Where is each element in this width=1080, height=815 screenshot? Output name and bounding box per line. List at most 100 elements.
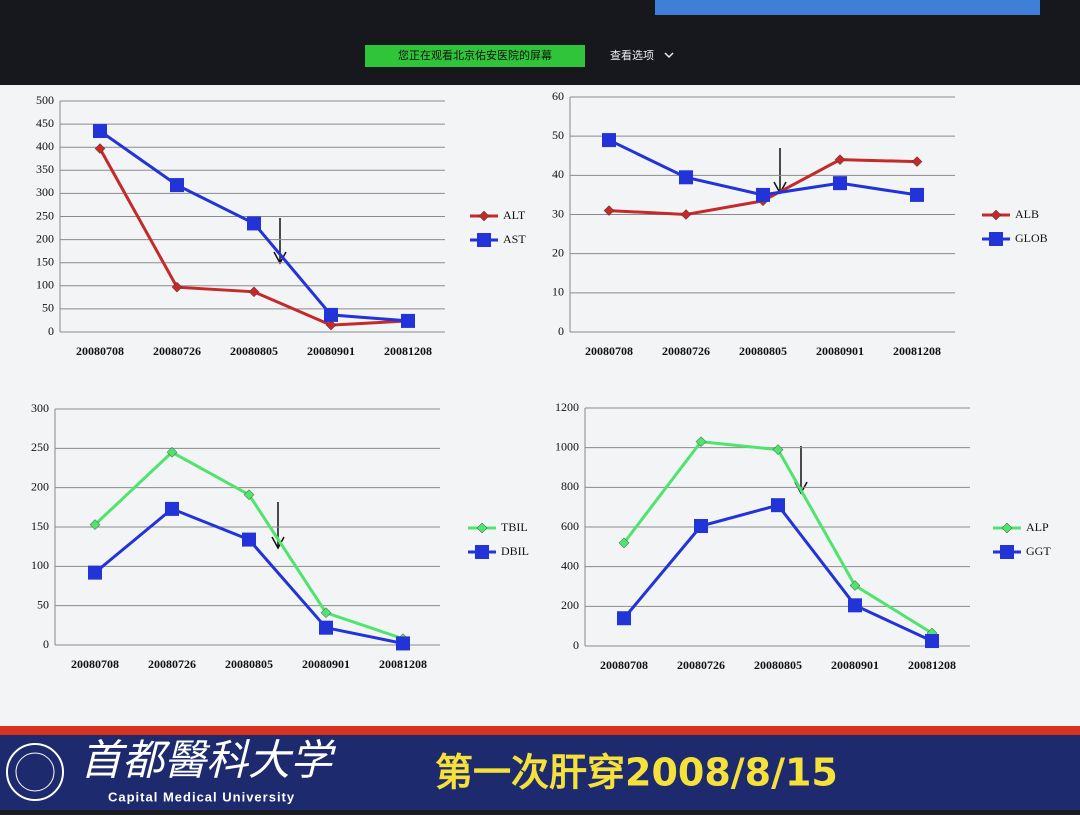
y-tick-label: 250 [36, 208, 54, 222]
y-tick-label: 500 [36, 93, 54, 107]
legend-marker [989, 232, 1003, 246]
y-tick-label: 200 [31, 479, 49, 493]
data-point [242, 532, 256, 547]
y-tick-label: 0 [48, 324, 54, 338]
logo-inner [15, 752, 55, 792]
data-point [756, 187, 770, 202]
view-options[interactable]: 查看选项 [610, 48, 654, 62]
y-tick-label: 300 [36, 185, 54, 199]
x-tick-label: 20080726 [148, 657, 196, 671]
x-tick-label: 20080708 [600, 658, 648, 672]
data-point [925, 634, 939, 649]
data-point [680, 209, 692, 220]
data-point [401, 313, 415, 328]
legend-marker [476, 522, 488, 534]
data-point [93, 124, 107, 139]
y-tick-label: 60 [552, 89, 564, 103]
y-tick-label: 50 [37, 597, 49, 611]
x-tick-label: 20081208 [379, 657, 427, 671]
x-tick-label: 20080708 [71, 657, 119, 671]
data-point [617, 611, 631, 626]
x-tick-label: 20080901 [816, 344, 864, 358]
data-point [771, 498, 785, 513]
data-point [694, 519, 708, 534]
x-tick-label: 20080805 [225, 657, 273, 671]
x-tick-label: 20080805 [739, 344, 787, 358]
data-point [325, 319, 337, 331]
legend-label: GGT [1026, 544, 1051, 558]
data-point [319, 620, 333, 635]
y-tick-label: 0 [558, 324, 564, 338]
legend-label: ALT [503, 208, 526, 222]
y-tick-label: 400 [36, 139, 54, 153]
data-point [910, 187, 924, 202]
data-point [94, 143, 106, 154]
data-point [679, 170, 693, 185]
y-tick-label: 400 [561, 558, 579, 572]
legend-label: GLOB [1015, 231, 1048, 245]
x-tick-label: 20080901 [831, 658, 879, 672]
y-tick-label: 0 [43, 637, 49, 651]
data-point [243, 489, 255, 501]
banner-bg [365, 45, 585, 67]
top-window [655, 0, 1040, 15]
y-tick-label: 150 [36, 254, 54, 268]
data-point [396, 636, 410, 651]
data-point [848, 598, 862, 613]
data-point [695, 436, 707, 448]
x-tick-label: 20081208 [908, 658, 956, 672]
legend-marker [477, 233, 491, 247]
legend-marker [1000, 545, 1014, 559]
data-point [833, 176, 847, 191]
university-cn: 首都醫科大学 [80, 739, 337, 785]
data-point [165, 501, 179, 516]
x-tick-label: 20080726 [153, 344, 201, 358]
slide-stripe [0, 726, 1080, 735]
data-point [324, 307, 338, 322]
data-point [603, 205, 615, 216]
y-tick-label: 100 [36, 278, 54, 292]
legend-label: ALB [1015, 207, 1039, 221]
x-tick-label: 20080726 [662, 344, 710, 358]
chevron[interactable] [664, 52, 674, 59]
data-point [772, 444, 784, 456]
slide [0, 85, 1080, 728]
data-point [618, 537, 630, 549]
y-tick-label: 200 [36, 231, 54, 245]
x-tick-label: 20080708 [585, 344, 633, 358]
y-tick-label: 30 [552, 206, 564, 220]
x-tick-label: 20081208 [384, 344, 432, 358]
data-point [834, 154, 846, 166]
legend-marker [475, 545, 489, 559]
legend-marker [478, 210, 490, 222]
x-tick-label: 20080726 [677, 658, 725, 672]
data-point [849, 580, 861, 591]
data-point [166, 446, 178, 458]
y-tick-label: 40 [552, 167, 564, 181]
x-tick-label: 20080805 [754, 658, 802, 672]
y-tick-label: 1000 [555, 439, 579, 453]
y-tick-label: 450 [36, 116, 54, 130]
y-tick-label: 50 [42, 301, 54, 315]
data-point [88, 565, 102, 580]
caption: 第一次肝穿2008/8/15 [435, 751, 838, 795]
data-point [170, 178, 184, 193]
banner: 您正在观看北京佑安医院的屏幕 [398, 48, 552, 62]
data-point [247, 216, 261, 231]
legend-marker [990, 209, 1002, 221]
y-tick-label: 350 [36, 162, 54, 176]
y-tick-label: 200 [561, 598, 579, 612]
y-tick-label: 100 [31, 558, 49, 572]
y-tick-label: 0 [573, 638, 579, 652]
y-tick-label: 10 [552, 285, 564, 299]
legend-label: DBIL [501, 544, 529, 558]
university-en: Capital Medical University [108, 789, 295, 804]
x-tick-label: 20080901 [302, 657, 350, 671]
data-point [911, 156, 923, 167]
y-tick-label: 300 [31, 401, 49, 415]
legend-label: ALP [1026, 520, 1049, 534]
logo [6, 743, 64, 801]
data-point [171, 281, 183, 293]
